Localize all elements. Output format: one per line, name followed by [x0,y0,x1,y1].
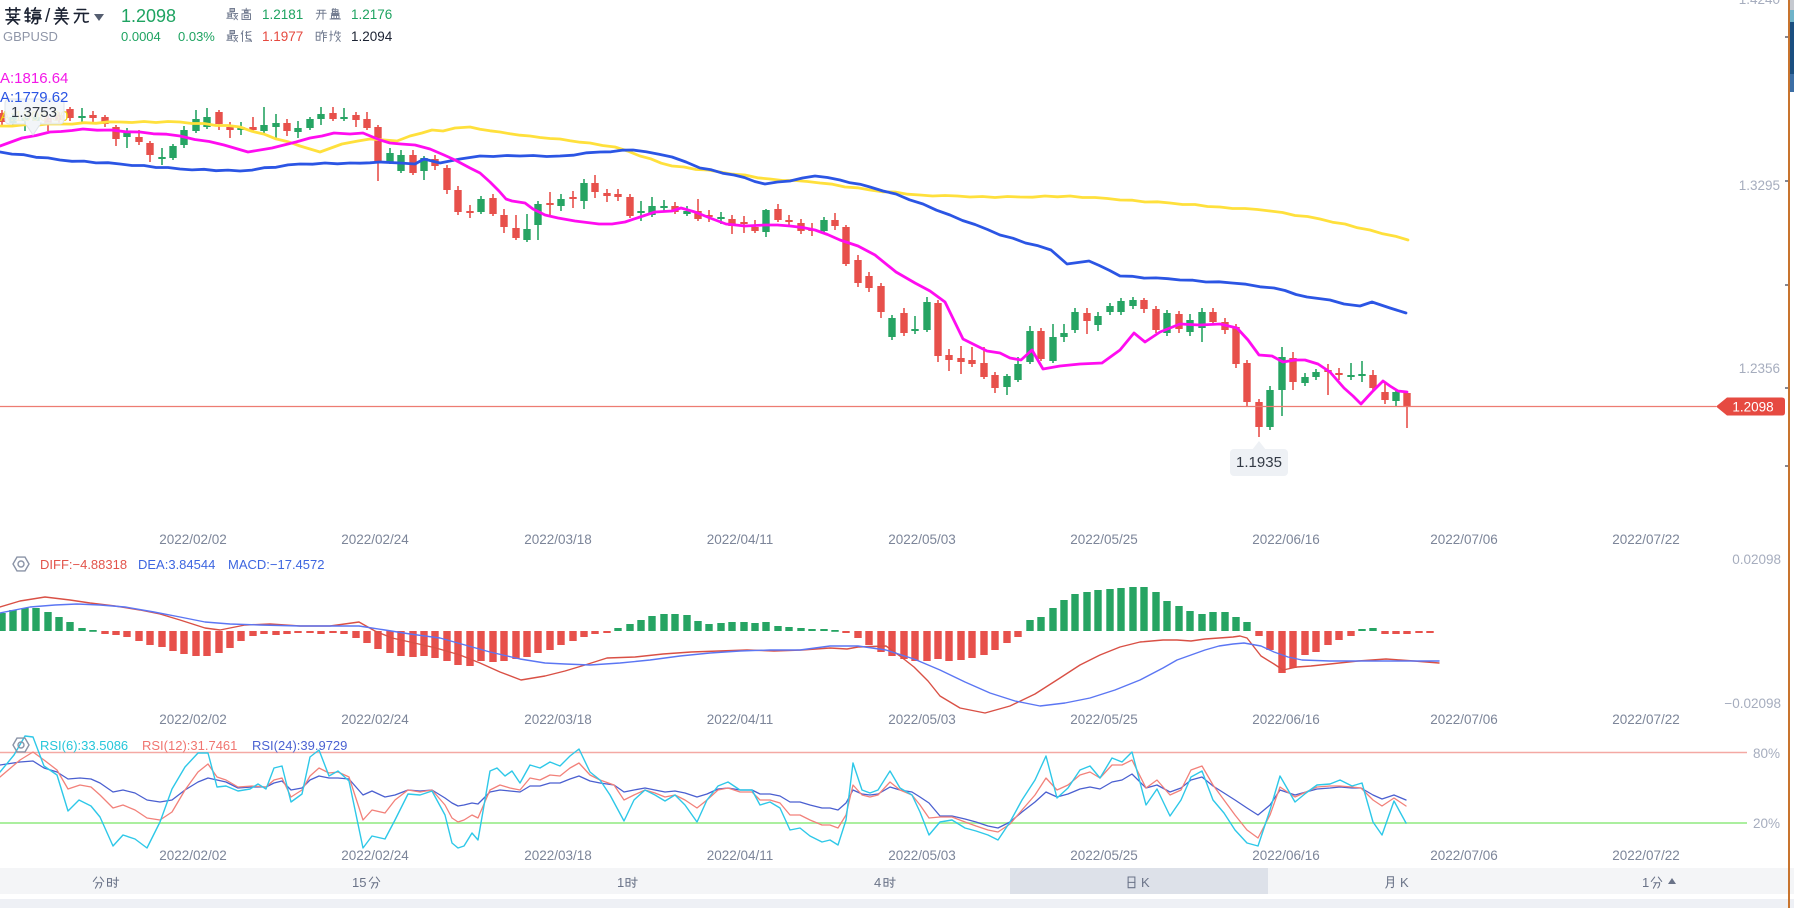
svg-text:1.2098: 1.2098 [1732,400,1773,415]
svg-text:1.1935: 1.1935 [1236,454,1282,471]
svg-text:1: 1 [617,875,624,890]
svg-text:A:1779.62: A:1779.62 [0,89,68,106]
svg-text:1.3753: 1.3753 [11,104,57,121]
svg-text:4: 4 [874,875,881,890]
svg-text:K: K [1400,875,1409,890]
svg-text:K: K [1141,875,1150,890]
svg-text:15: 15 [352,875,366,890]
svg-text:1: 1 [1642,875,1649,890]
svg-text:A:1816.64: A:1816.64 [0,70,68,87]
svg-text:/: / [45,6,51,27]
